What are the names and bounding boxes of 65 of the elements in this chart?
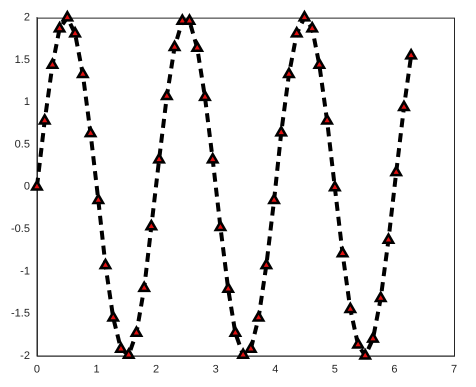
point [145,220,158,230]
x-tick-label: 1 [93,363,100,376]
point [107,311,120,322]
y-tick-label: -2 [20,350,30,362]
point [244,342,257,354]
x-tick-label: 0 [34,363,40,376]
point [99,258,112,270]
point [54,22,66,33]
y-tick-label: 2 [24,12,30,24]
point [268,193,280,204]
point [352,338,364,349]
y-tick-label: -0.5 [10,223,30,236]
point [252,311,265,322]
point [328,180,341,192]
x-tick-label: 3 [212,363,219,376]
point [366,332,379,343]
point [382,233,394,244]
x-tick-label: 6 [391,363,398,376]
y-tick-label: 0 [24,180,30,193]
point [206,152,219,164]
point [298,10,310,22]
point [282,68,295,78]
point [114,342,127,354]
point [122,348,135,359]
point [260,258,272,270]
point [61,10,74,22]
point [359,349,372,360]
point [84,126,97,138]
point [222,282,234,294]
point [138,281,150,292]
point [405,48,418,60]
point [69,26,82,38]
x-tick-label: 5 [332,363,338,376]
point [168,40,181,52]
point [306,22,318,33]
point [336,246,349,258]
point [344,302,356,314]
y-tick-label: 0.5 [14,138,30,150]
point [321,114,334,125]
point [237,348,250,359]
point [390,166,402,176]
y-tick-label: -1.5 [10,308,30,320]
x-tick-label: 7 [450,363,458,376]
point [313,58,326,69]
point [153,152,166,164]
point [198,90,211,102]
point [92,193,104,204]
point [183,14,196,25]
point [46,58,58,69]
point [191,41,204,52]
point [214,220,226,232]
x-tick-label: 2 [153,363,160,376]
point [130,326,142,337]
y-tick-label: -1 [20,265,30,278]
y-tick-label: 1.5 [14,54,30,66]
point [38,114,51,125]
point [398,100,410,112]
y-tick-label: 1 [24,96,30,108]
point [374,292,387,302]
point [229,326,242,337]
point [76,68,89,78]
point [290,26,303,38]
x-tick-label: 4 [272,363,278,376]
point [275,126,288,137]
point [160,89,173,100]
